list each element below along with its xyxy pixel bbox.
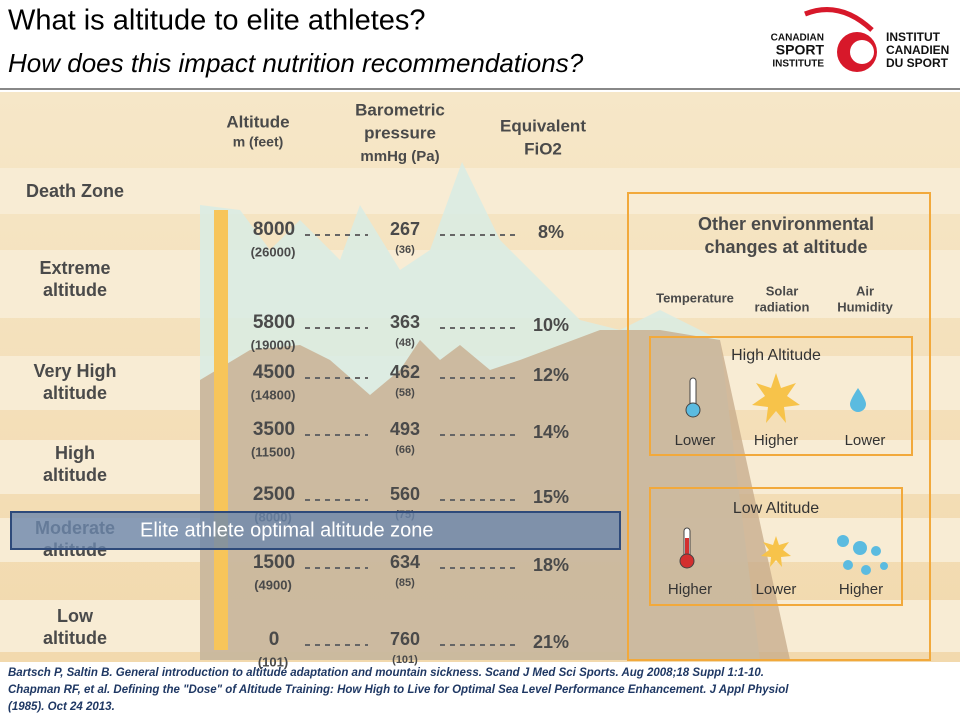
column-header: m (feet) bbox=[233, 134, 284, 150]
pressure: 267 bbox=[390, 219, 420, 239]
zone-label: Low bbox=[57, 606, 94, 626]
feet: (19000) bbox=[251, 337, 296, 352]
pressure: 363 bbox=[390, 312, 420, 332]
box-title: High Altitude bbox=[731, 347, 821, 364]
pa: (66) bbox=[395, 444, 415, 456]
thermometer-fill bbox=[685, 538, 689, 558]
panel-header: Humidity bbox=[837, 299, 893, 314]
logo-text: INSTITUT bbox=[886, 30, 941, 44]
drops bbox=[837, 535, 888, 575]
highlight-text: Elite athlete optimal altitude zone bbox=[140, 519, 434, 541]
column-header: Barometric bbox=[355, 100, 445, 119]
fio2: 12% bbox=[533, 365, 569, 385]
reference: Bartsch P, Saltin B. General introductio… bbox=[8, 667, 764, 679]
references: Bartsch P, Saltin B. General introductio… bbox=[8, 667, 789, 713]
panel-header: Solar bbox=[766, 283, 799, 298]
zone-label: Extreme bbox=[39, 258, 110, 278]
altitude: 3500 bbox=[253, 419, 295, 440]
zone-label: altitude bbox=[43, 465, 107, 485]
box-label: Higher bbox=[668, 581, 712, 598]
drop bbox=[850, 388, 866, 412]
logo-text: INSTITUTE bbox=[772, 59, 824, 70]
fio2: 21% bbox=[533, 632, 569, 652]
altitude-bar bbox=[214, 210, 228, 650]
logo-text: CANADIEN bbox=[886, 43, 949, 57]
sun bbox=[761, 536, 791, 567]
pressure: 760 bbox=[390, 629, 420, 649]
box-label: Lower bbox=[845, 432, 886, 449]
panel-header: Air bbox=[856, 283, 874, 298]
pa: (48) bbox=[395, 337, 415, 349]
box-title: Low Altitude bbox=[733, 500, 819, 517]
feet: (26000) bbox=[251, 244, 296, 259]
pa: (85) bbox=[395, 577, 415, 589]
pressure: 560 bbox=[390, 484, 420, 504]
pressure: 493 bbox=[390, 419, 420, 439]
thermometer-bulb bbox=[685, 402, 701, 418]
mountain-front bbox=[200, 330, 790, 660]
title: What is altitude to elite athletes? bbox=[8, 5, 426, 37]
altitude: 2500 bbox=[253, 484, 295, 505]
fio2: 15% bbox=[533, 487, 569, 507]
feet: (14800) bbox=[251, 387, 296, 402]
highlight-box bbox=[10, 511, 621, 550]
reference: (1985). Oct 24 2013. bbox=[8, 701, 115, 713]
box-label: Higher bbox=[839, 581, 883, 598]
altitude: 8000 bbox=[253, 219, 295, 240]
logo-text: DU SPORT bbox=[886, 56, 949, 70]
logo-text: SPORT bbox=[776, 42, 825, 58]
subtitle: How does this impact nutrition recommend… bbox=[8, 48, 584, 78]
fio2: 14% bbox=[533, 422, 569, 442]
altitude: 1500 bbox=[253, 552, 295, 573]
high-box bbox=[649, 336, 913, 456]
zone-label: altitude bbox=[43, 628, 107, 648]
thermometer-bulb bbox=[679, 553, 695, 569]
fio2: 8% bbox=[538, 222, 564, 242]
zone-label: High bbox=[55, 443, 95, 463]
altitude: 0 bbox=[269, 629, 280, 650]
low-box bbox=[649, 487, 903, 606]
column-header: FiO2 bbox=[524, 139, 562, 158]
fio2: 18% bbox=[533, 555, 569, 575]
fio2: 10% bbox=[533, 315, 569, 335]
logo-swoosh bbox=[804, 7, 874, 32]
altitude: 4500 bbox=[253, 362, 295, 383]
panel-title: Other environmental bbox=[698, 214, 874, 234]
reference: Chapman RF, et al. Defining the "Dose" o… bbox=[8, 684, 789, 696]
column-header: mmHg (Pa) bbox=[360, 148, 439, 165]
column-header: Equivalent bbox=[500, 116, 586, 135]
altitude: 5800 bbox=[253, 312, 295, 333]
zone-label: altitude bbox=[43, 383, 107, 403]
pa: (36) bbox=[395, 244, 415, 256]
pa: (101) bbox=[392, 654, 418, 666]
pressure: 634 bbox=[390, 552, 420, 572]
pressure: 462 bbox=[390, 362, 420, 382]
panel-title: changes at altitude bbox=[704, 237, 867, 257]
panel-text: Other environmental changes at altitude Te… bbox=[656, 214, 893, 598]
box-label: Lower bbox=[756, 581, 797, 598]
zone-label: altitude bbox=[43, 280, 107, 300]
column-header: Altitude bbox=[226, 112, 289, 131]
logo-mark-inner bbox=[850, 40, 874, 64]
sun bbox=[752, 373, 800, 423]
logo-text: CANADIAN bbox=[771, 33, 824, 44]
pa: (58) bbox=[395, 387, 415, 399]
feet: (11500) bbox=[251, 444, 295, 459]
zone-label: Death Zone bbox=[26, 181, 124, 201]
panel bbox=[627, 192, 931, 661]
feet: (101) bbox=[258, 654, 288, 669]
panel-header: Temperature bbox=[656, 290, 734, 305]
panel-header: radiation bbox=[755, 299, 810, 314]
feet: (4900) bbox=[254, 577, 292, 592]
box-label: Lower bbox=[675, 432, 716, 449]
box-label: Higher bbox=[754, 432, 798, 449]
column-header: pressure bbox=[364, 123, 436, 142]
zone-label: Very High bbox=[33, 361, 116, 381]
